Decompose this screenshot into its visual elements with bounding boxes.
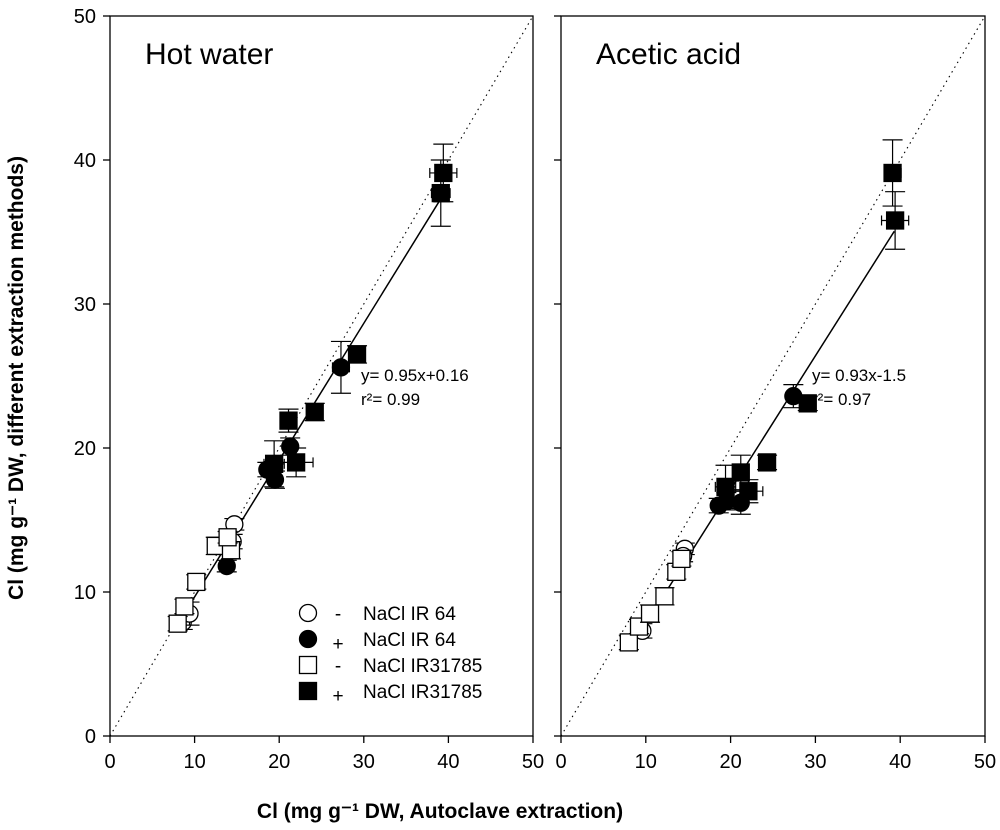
data-point xyxy=(265,470,285,489)
x-tick-label: 40 xyxy=(889,751,911,773)
x-tick-label: 0 xyxy=(104,751,115,773)
x-tick-label: 10 xyxy=(183,751,205,773)
x-tick-label: 20 xyxy=(268,751,290,773)
y-axis-title: Cl (mg g⁻¹ DW, different extraction meth… xyxy=(5,156,28,600)
x-tick-label: 40 xyxy=(437,751,459,773)
data-point xyxy=(731,463,750,482)
y-tick-label: 20 xyxy=(74,438,96,460)
legend-sign: - xyxy=(335,656,341,677)
regression-equation: y= 0.93x-1.5 xyxy=(812,366,906,385)
panel-title: Acetic acid xyxy=(596,38,741,71)
legend-label: NaCl IR 64 xyxy=(363,630,456,651)
data-point xyxy=(739,482,758,501)
series-3 xyxy=(167,528,241,633)
data-point xyxy=(347,345,367,364)
y-tick-label: 0 xyxy=(85,726,96,748)
series-4 xyxy=(714,139,910,510)
x-axis-title: Cl (mg g⁻¹ DW, Autoclave extraction) xyxy=(257,800,623,823)
data-point xyxy=(716,477,735,497)
plot-frame xyxy=(109,15,534,737)
data-point xyxy=(217,556,236,576)
legend-label: NaCl IR31785 xyxy=(363,656,482,677)
data-point xyxy=(187,572,206,592)
y-tick-label: 40 xyxy=(74,150,96,172)
data-point xyxy=(757,453,777,472)
legend-label: NaCl IR 64 xyxy=(363,604,456,625)
legend-item: + NaCl IR 64 xyxy=(298,629,456,655)
data-point xyxy=(655,587,674,606)
data-point xyxy=(305,402,324,422)
legend-item: + NaCl IR31785 xyxy=(298,681,482,707)
data-point xyxy=(286,453,306,472)
data-point xyxy=(331,358,351,377)
data-point xyxy=(885,211,905,230)
x-tick-label: 30 xyxy=(804,751,826,773)
legend-marker xyxy=(298,655,318,675)
regression-r2: r²= 0.99 xyxy=(361,390,420,409)
x-tick-label: 50 xyxy=(974,751,996,773)
legend-item: - NaCl IR 64 xyxy=(298,603,456,625)
regression-equation: y= 0.95x+0.16 xyxy=(361,366,469,385)
series-3 xyxy=(618,549,692,652)
data-point xyxy=(218,528,237,547)
x-tick-label: 30 xyxy=(353,751,375,773)
series-4 xyxy=(263,143,458,488)
data-point xyxy=(279,411,298,430)
legend-label: NaCl IR31785 xyxy=(363,682,482,703)
panel-1: 0 10 20 30 40 50 0 10 20 30 40 50 Hot water y= 0.95x+… xyxy=(74,6,544,773)
data-point xyxy=(431,183,450,203)
data-point xyxy=(672,549,691,569)
legend-sign: + xyxy=(332,686,343,707)
x-tick-label: 50 xyxy=(522,751,544,773)
y-tick-label: 50 xyxy=(74,6,96,28)
y-tick-label: 10 xyxy=(74,582,96,604)
legend-marker xyxy=(298,681,318,701)
x-tick-label: 0 xyxy=(555,751,566,773)
regression-r2: r²= 0.97 xyxy=(812,390,871,409)
panel-2: 0 10 20 30 40 50 Acetic acid y= 0.93x-1.5 r²= 0.… xyxy=(554,15,996,773)
legend-marker xyxy=(298,629,318,649)
data-point xyxy=(619,633,638,652)
data-point xyxy=(798,394,817,413)
data-point xyxy=(434,163,453,183)
identity-line xyxy=(560,15,986,737)
x-tick-label: 20 xyxy=(719,751,741,773)
legend: - NaCl IR 64 + NaCl IR 64 - NaCl IR31785 + NaCl… xyxy=(298,603,482,707)
legend-sign: - xyxy=(335,604,341,625)
data-point xyxy=(168,614,187,633)
series-2 xyxy=(708,384,804,515)
legend-sign: + xyxy=(332,634,343,655)
data-point xyxy=(175,597,194,616)
panel-title: Hot water xyxy=(145,38,273,71)
data-point xyxy=(640,604,660,623)
data-point xyxy=(264,454,284,473)
plot-frame xyxy=(560,15,986,737)
data-point xyxy=(883,163,902,183)
y-tick-label: 30 xyxy=(74,294,96,316)
legend-marker xyxy=(298,603,318,623)
x-tick-label: 10 xyxy=(635,751,657,773)
legend-item: - NaCl IR31785 xyxy=(298,655,482,677)
